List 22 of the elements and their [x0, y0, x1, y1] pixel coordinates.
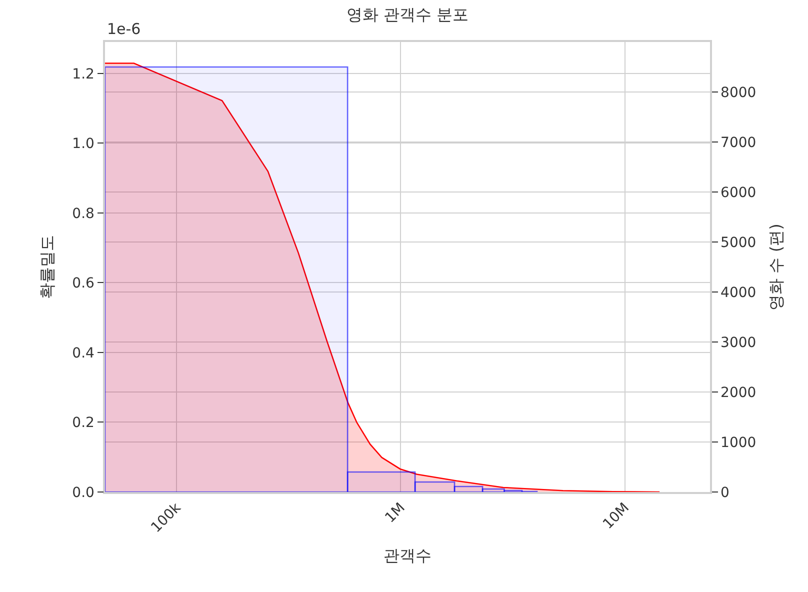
chart-title: 영화 관객수 분포 — [346, 5, 469, 24]
y2-tick-label: 4000 — [720, 284, 756, 301]
y2-tick-label: 0 — [720, 484, 730, 501]
y-tick-label: 0.6 — [72, 276, 95, 292]
y-tick-label: 1.0 — [72, 136, 94, 152]
text: 1e-6 — [107, 20, 141, 38]
y2-tick-label: 7000 — [720, 134, 756, 151]
y2-tick-label: 5000 — [720, 234, 756, 251]
y2-tick-label: 1000 — [720, 434, 756, 451]
y2-axis-title: 영화 수 (편) — [766, 224, 786, 310]
y-tick-label: 1.2 — [72, 66, 94, 82]
y-tick-label: 0.2 — [72, 415, 94, 432]
y2-tick-label: 6000 — [720, 184, 756, 201]
y-tick-label: 0.0 — [72, 484, 94, 501]
y2-tick-label: 2000 — [720, 384, 756, 401]
x-axis-title: 관객수 — [384, 546, 432, 566]
y-axis-title: 확률밀도 — [38, 235, 57, 299]
y-tick-label: 0.4 — [72, 345, 95, 362]
y2-tick-label: 3000 — [720, 334, 756, 351]
x-tick-label: 1M — [382, 500, 408, 526]
y-tick-label: 0.8 — [72, 206, 94, 222]
y2-tick-label: 8000 — [720, 84, 756, 101]
